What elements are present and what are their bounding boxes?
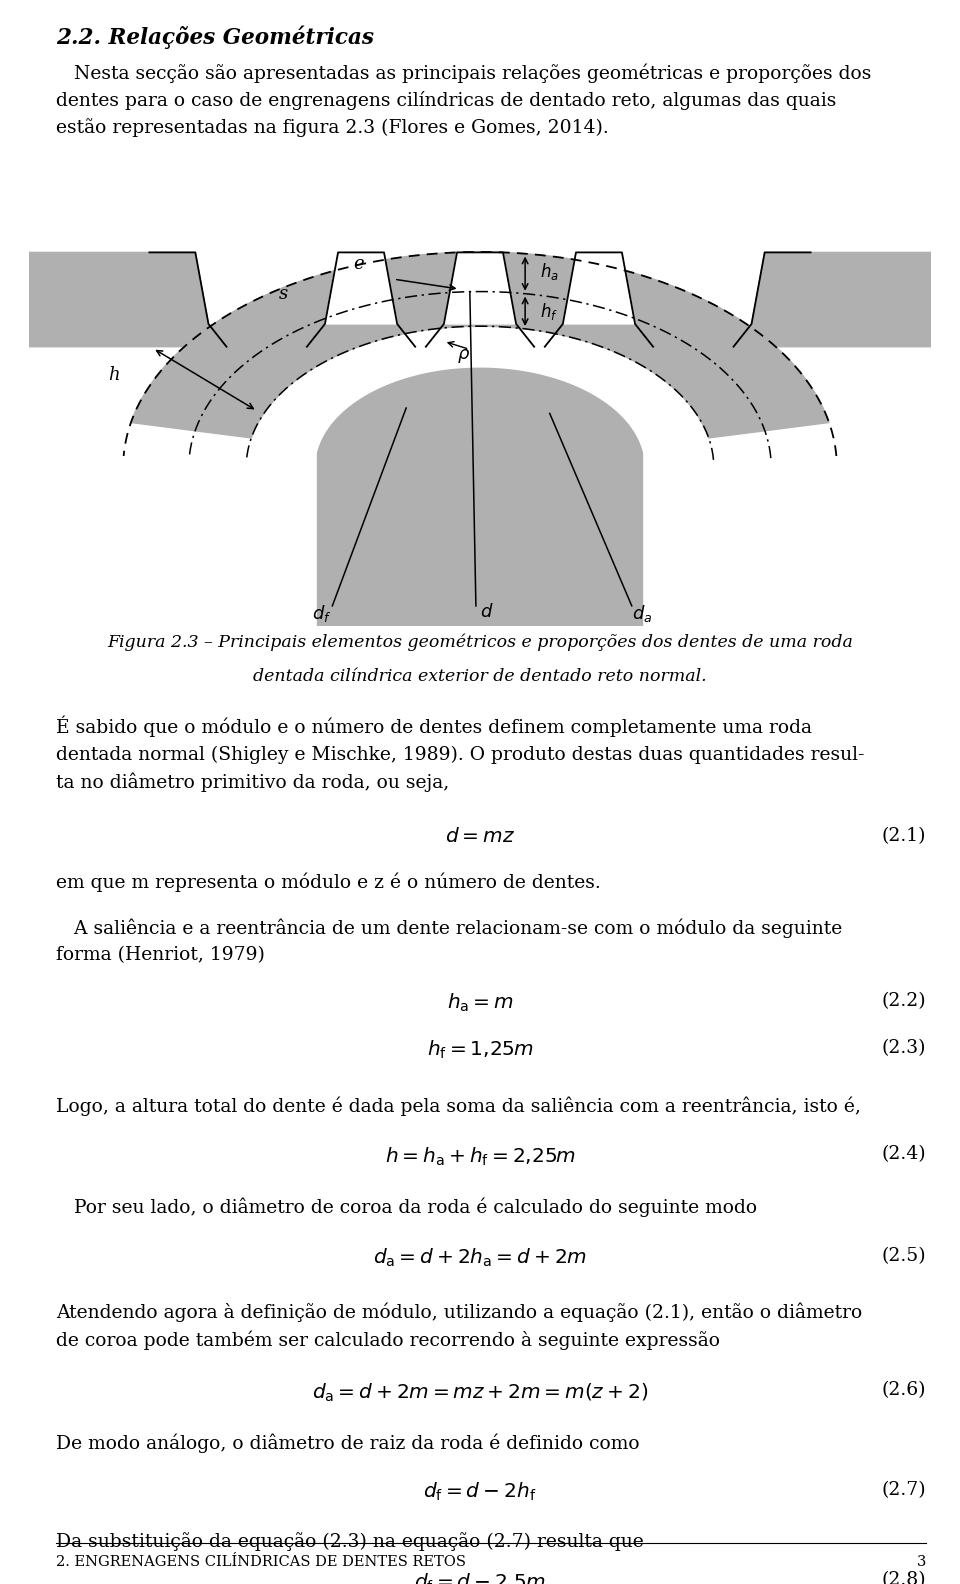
Text: $h = h_{\mathrm{a}} + h_{\mathrm{f}} = 2{,}25m$: $h = h_{\mathrm{a}} + h_{\mathrm{f}} = 2… [385, 1145, 575, 1167]
Text: Nesta secção são apresentadas as principais relações geométricas e proporções do: Nesta secção são apresentadas as princip… [56, 63, 871, 138]
Text: $d$: $d$ [480, 604, 493, 621]
Text: (2.7): (2.7) [882, 1481, 926, 1498]
Polygon shape [318, 369, 642, 640]
Polygon shape [324, 252, 397, 325]
Text: 2. ENGRENAGENS CILÍNDRICAS DE DENTES RETOS: 2. ENGRENAGENS CILÍNDRICAS DE DENTES RET… [56, 1555, 466, 1570]
Text: $d_{\mathrm{f}} = d - 2h_{\mathrm{f}}$: $d_{\mathrm{f}} = d - 2h_{\mathrm{f}}$ [423, 1481, 537, 1503]
Polygon shape [733, 252, 931, 347]
Text: De modo análogo, o diâmetro de raiz da roda é definido como: De modo análogo, o diâmetro de raiz da r… [56, 1434, 639, 1453]
Polygon shape [29, 252, 227, 347]
Text: Logo, a altura total do dente é dada pela soma da saliência com a reentrância, i: Logo, a altura total do dente é dada pel… [56, 1096, 860, 1115]
Text: (2.5): (2.5) [882, 1247, 926, 1264]
Text: h: h [108, 366, 119, 383]
Text: $h_{\mathrm{f}} = 1{,}25m$: $h_{\mathrm{f}} = 1{,}25m$ [426, 1039, 534, 1061]
Text: $d_{\mathrm{a}} = d + 2m = mz + 2m = m(z + 2)$: $d_{\mathrm{a}} = d + 2m = mz + 2m = m(z… [312, 1381, 648, 1403]
Polygon shape [444, 252, 516, 325]
Polygon shape [131, 252, 829, 437]
Text: 3: 3 [917, 1555, 926, 1570]
Text: A saliência e a reentrância de um dente relacionam-se com o módulo da seguinte
f: A saliência e a reentrância de um dente … [56, 919, 842, 965]
Text: $d_{\mathrm{a}} = d + 2h_{\mathrm{a}} = d + 2m$: $d_{\mathrm{a}} = d + 2h_{\mathrm{a}} = … [373, 1247, 587, 1269]
Text: Da substituição da equação (2.3) na equação (2.7) resulta que: Da substituição da equação (2.3) na equa… [56, 1532, 643, 1551]
Text: 2.2. Relações Geométricas: 2.2. Relações Geométricas [56, 25, 373, 49]
Text: $h_f$: $h_f$ [540, 301, 558, 322]
Text: (2.2): (2.2) [882, 992, 926, 1009]
Text: (2.3): (2.3) [882, 1039, 926, 1057]
Text: em que m representa o módulo e z é o número de dentes.: em que m representa o módulo e z é o núm… [56, 873, 600, 892]
Text: Figura 2.3 – Principais elementos geométricos e proporções dos dentes de uma rod: Figura 2.3 – Principais elementos geomét… [108, 634, 852, 651]
Text: $d_{\mathrm{f}} = d - 2{,}5m$: $d_{\mathrm{f}} = d - 2{,}5m$ [414, 1571, 546, 1584]
Text: (2.4): (2.4) [882, 1145, 926, 1163]
Text: (2.1): (2.1) [882, 827, 926, 844]
Text: $h_{\mathrm{a}} = m$: $h_{\mathrm{a}} = m$ [446, 992, 514, 1014]
Text: $d_f$: $d_f$ [312, 604, 331, 624]
Text: dentada cilíndrica exterior de dentado reto normal.: dentada cilíndrica exterior de dentado r… [253, 668, 707, 686]
Text: $d_a$: $d_a$ [632, 604, 652, 624]
Text: e: e [353, 255, 364, 274]
Text: Atendendo agora à definição de módulo, utilizando a equação (2.1), então o diâme: Atendendo agora à definição de módulo, u… [56, 1302, 862, 1350]
Text: Por seu lado, o diâmetro de coroa da roda é calculado do seguinte modo: Por seu lado, o diâmetro de coroa da rod… [56, 1198, 756, 1217]
Polygon shape [563, 252, 636, 325]
Text: $h_a$: $h_a$ [540, 261, 559, 282]
Text: $d = mz$: $d = mz$ [445, 827, 515, 846]
Text: s: s [279, 285, 288, 303]
Text: (2.6): (2.6) [882, 1381, 926, 1399]
Text: $\rho$: $\rho$ [457, 347, 470, 366]
Text: É sabido que o módulo e o número de dentes definem completamente uma roda
dentad: É sabido que o módulo e o número de dent… [56, 716, 864, 792]
Text: (2.8): (2.8) [882, 1571, 926, 1584]
